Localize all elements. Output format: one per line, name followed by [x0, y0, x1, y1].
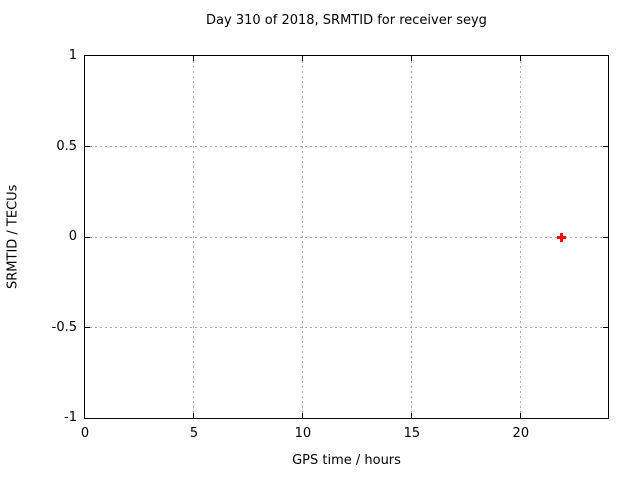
- y-tick-left: [85, 236, 90, 238]
- y-tick-label: 1: [68, 48, 77, 63]
- x-tick-label: 10: [294, 426, 312, 441]
- x-tick-bottom: [302, 413, 304, 418]
- x-tick-top: [193, 56, 195, 61]
- y-gridline: [85, 236, 608, 238]
- x-tick-top: [302, 56, 304, 61]
- x-tick-label: 5: [189, 426, 199, 441]
- y-tick-left: [85, 146, 90, 147]
- chart-title: Day 310 of 2018, SRMTID for receiver sey…: [206, 13, 487, 28]
- y-tick-right: [603, 327, 608, 328]
- x-tick-top: [411, 56, 413, 61]
- x-axis-label: GPS time / hours: [292, 453, 401, 468]
- x-tick-bottom: [520, 413, 522, 418]
- y-tick-label: -1: [64, 410, 77, 425]
- x-tick-label: 15: [403, 426, 421, 441]
- y-gridline: [85, 146, 608, 147]
- x-tick-bottom: [193, 413, 195, 418]
- y-axis-label: SRMTID / TECUs: [5, 184, 21, 290]
- y-tick-label: 0.5: [56, 138, 77, 154]
- x-tick-bottom: [411, 413, 413, 418]
- x-tick-top: [520, 56, 522, 61]
- y-gridline: [85, 327, 608, 328]
- y-tick-left: [85, 327, 90, 328]
- plot-area: 0 5 10 15 20 -1 -0.5 0 0.5 1: [52, 48, 609, 441]
- marker-vertical-bar: [559, 232, 563, 242]
- data-point-marker: [556, 232, 566, 242]
- y-tick-label: 0: [68, 229, 77, 244]
- y-tick-right: [603, 236, 608, 238]
- y-tick-label: -0.5: [51, 319, 77, 335]
- x-tick-label: 20: [512, 426, 530, 441]
- y-tick-right: [603, 146, 608, 147]
- x-tick-label: 0: [80, 426, 90, 441]
